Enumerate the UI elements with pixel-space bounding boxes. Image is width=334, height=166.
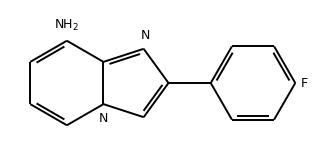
Text: N: N: [141, 30, 150, 42]
Text: NH$_2$: NH$_2$: [54, 18, 79, 33]
Text: F: F: [300, 77, 308, 89]
Text: N: N: [99, 112, 108, 125]
